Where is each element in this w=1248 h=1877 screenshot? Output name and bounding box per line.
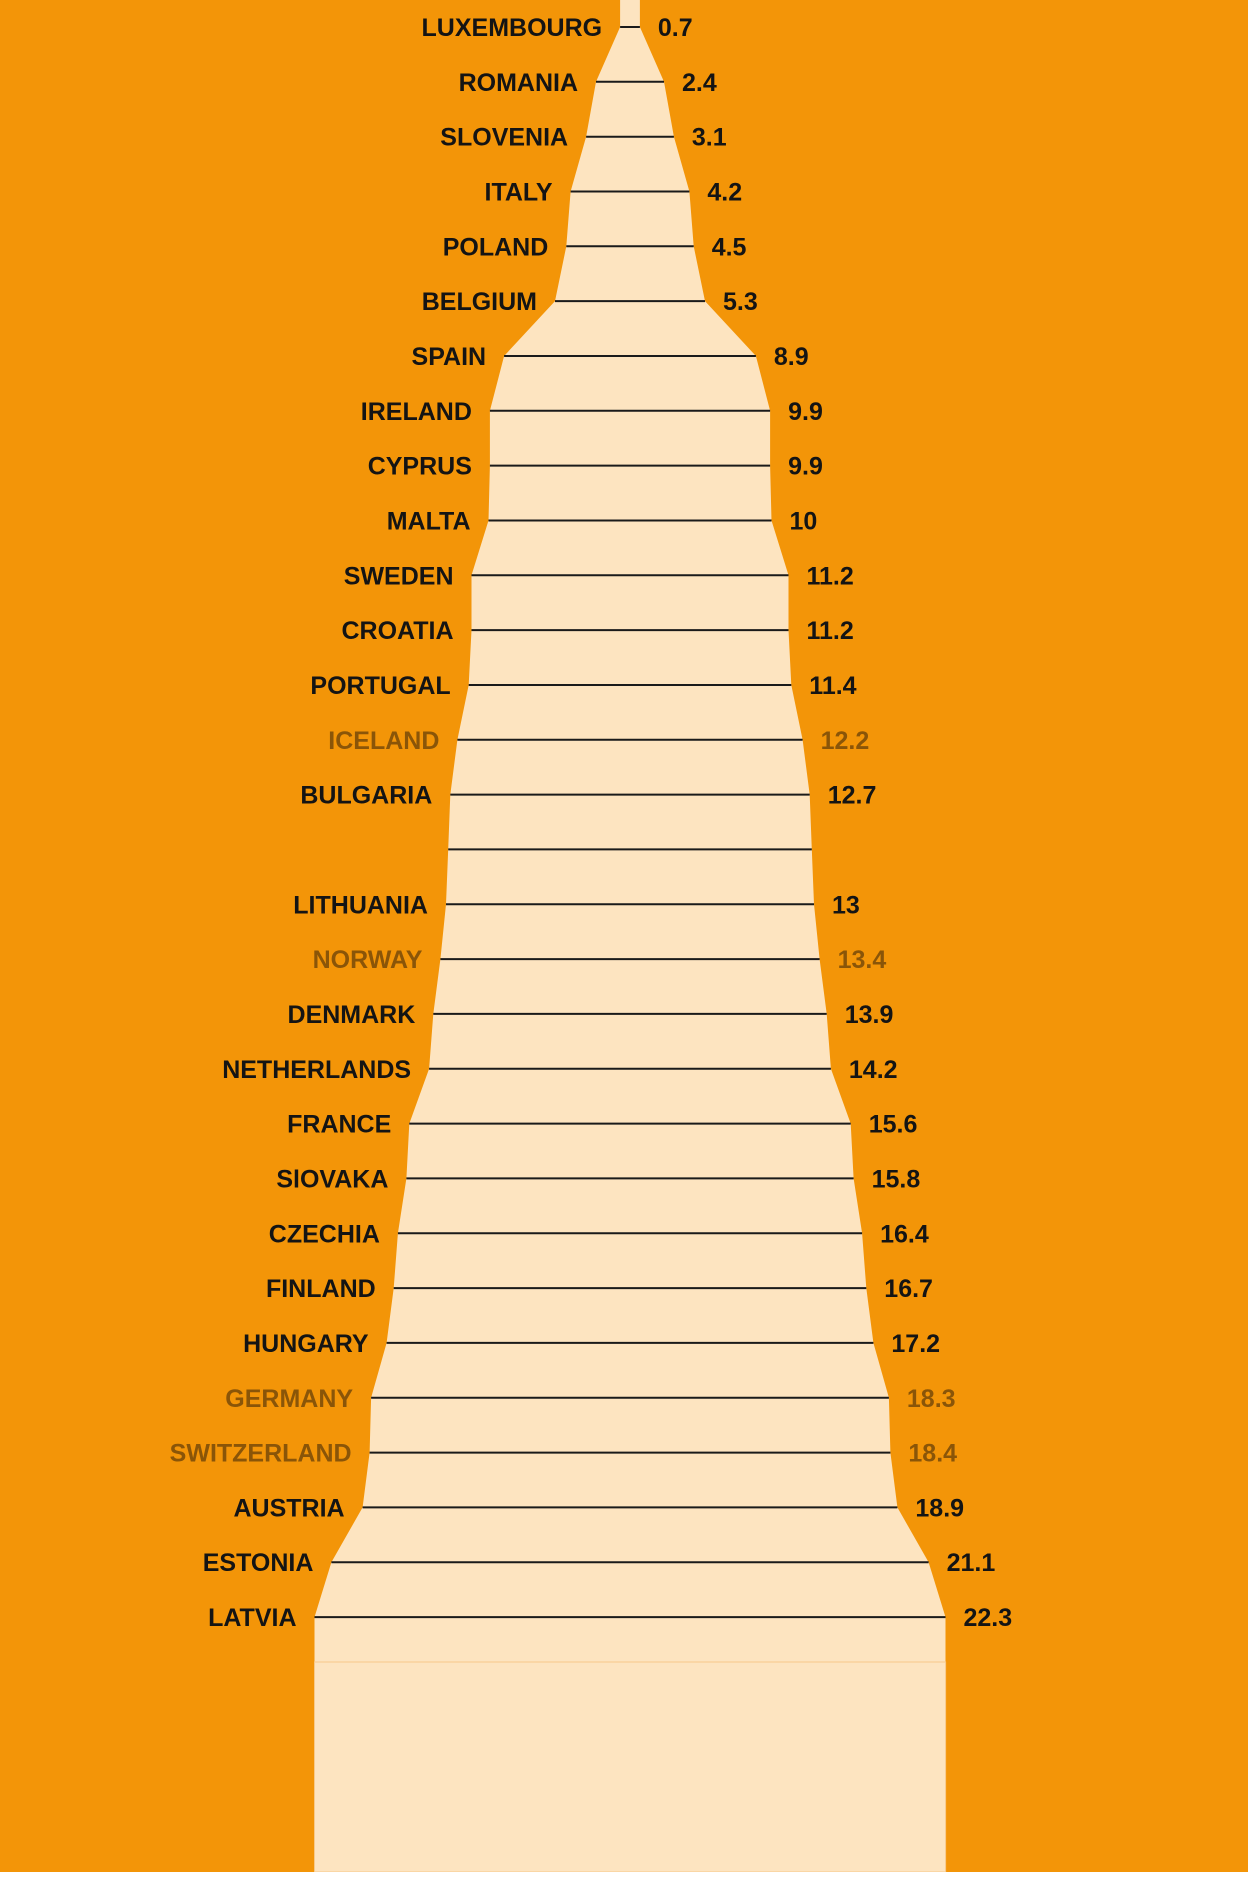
value-label: 17.2 — [891, 1330, 940, 1358]
value-label: 21.1 — [947, 1549, 996, 1577]
country-label: ESTONIA — [203, 1549, 314, 1577]
value-label: 9.9 — [788, 453, 823, 481]
value-label: 18.9 — [915, 1494, 964, 1522]
rows-layer: LUXEMBOURG 0.7 ROMANIA 2.4 SLOVENIA 3.1 ITALY 4… — [170, 14, 1012, 1632]
country-label: SWEDEN — [344, 562, 454, 590]
country-label: CROATIA — [341, 617, 453, 645]
country-label: LUXEMBOURG — [422, 14, 603, 42]
value-label: 13 — [832, 891, 860, 919]
value-label: 11.2 — [807, 562, 854, 590]
country-label: ROMANIA — [459, 69, 578, 97]
country-label: SlOVAKA — [276, 1165, 388, 1193]
value-label: 13.9 — [845, 1001, 894, 1029]
country-label: BELGIUM — [422, 288, 537, 316]
country-label: ICELAND — [328, 727, 439, 755]
value-label: 13.4 — [838, 946, 887, 974]
country-label: BULGARIA — [300, 782, 432, 810]
country-label: NORWAY — [313, 946, 423, 974]
value-label: 16.4 — [880, 1220, 929, 1248]
country-label: FRANCE — [287, 1111, 391, 1139]
country-label: IRELAND — [361, 398, 472, 426]
value-label: 12.2 — [821, 727, 870, 755]
value-label: 4.2 — [707, 179, 742, 207]
value-label: 8.9 — [774, 343, 809, 371]
value-label: 18.4 — [908, 1440, 957, 1468]
value-label: 4.5 — [712, 233, 747, 261]
country-label: LITHUANIA — [293, 891, 428, 919]
value-label: 15.8 — [872, 1165, 921, 1193]
value-label: 3.1 — [692, 124, 727, 152]
country-label: MALTA — [387, 508, 471, 536]
value-label: 12.7 — [828, 782, 877, 810]
country-label: FINLAND — [266, 1275, 376, 1303]
country-label: GERMANY — [225, 1385, 353, 1413]
country-label: LATVIA — [208, 1604, 296, 1632]
country-label: HUNGARY — [243, 1330, 369, 1358]
country-label: CZECHIA — [269, 1220, 380, 1248]
funnel-base — [314, 1661, 947, 1873]
value-label: 2.4 — [682, 69, 717, 97]
country-label: CYPRUS — [368, 453, 472, 481]
country-label: DENMARK — [288, 1001, 416, 1029]
value-label: 15.6 — [869, 1111, 918, 1139]
country-label: ITALY — [485, 179, 553, 207]
country-label: NETHERLANDS — [222, 1056, 411, 1084]
value-label: 14.2 — [849, 1056, 898, 1084]
country-label: SWITZERLAND — [170, 1440, 352, 1468]
country-label: AUSTRIA — [233, 1494, 344, 1522]
value-label: 22.3 — [964, 1604, 1013, 1632]
value-label: 5.3 — [723, 288, 758, 316]
value-label: 11.4 — [809, 672, 856, 700]
value-label: 16.7 — [884, 1275, 933, 1303]
country-label: PORTUGAL — [310, 672, 450, 700]
value-label: 18.3 — [907, 1385, 956, 1413]
value-label: 9.9 — [788, 398, 823, 426]
funnel-area — [314, 0, 946, 1872]
country-label: POLAND — [443, 233, 549, 261]
country-label: SLOVENIA — [440, 124, 568, 152]
value-label: 10 — [790, 508, 818, 536]
value-label: 0.7 — [658, 14, 693, 42]
value-label: 11.2 — [807, 617, 854, 645]
country-label: SPAIN — [412, 343, 487, 371]
